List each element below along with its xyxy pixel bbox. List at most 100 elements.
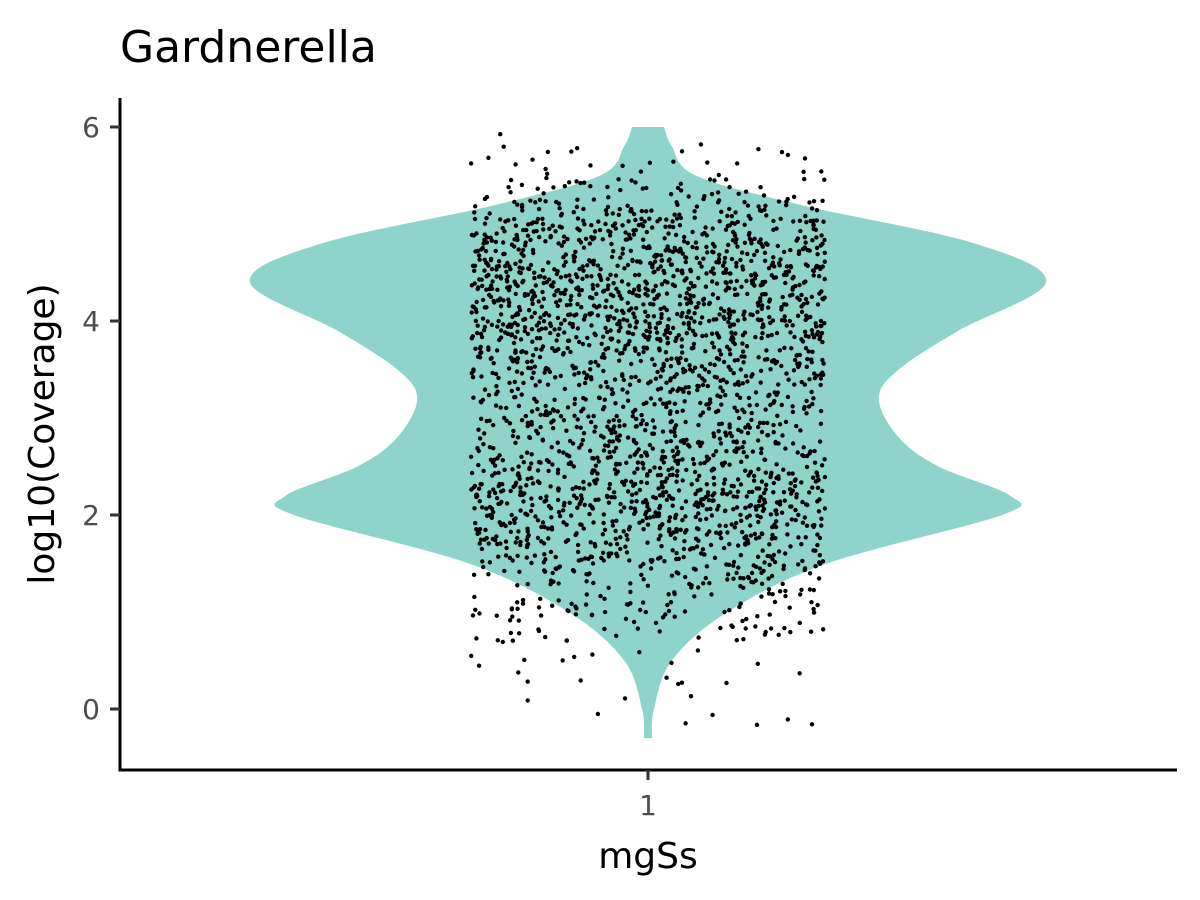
data-point — [561, 508, 566, 513]
data-point — [669, 356, 674, 361]
data-point — [803, 279, 808, 284]
data-point — [745, 422, 751, 427]
data-point — [536, 299, 541, 304]
data-point — [494, 391, 499, 397]
data-point — [531, 290, 536, 295]
data-point — [622, 266, 627, 271]
data-point — [588, 163, 593, 168]
data-point — [706, 318, 712, 324]
data-point — [626, 219, 631, 224]
data-point — [617, 207, 622, 212]
data-point — [602, 596, 607, 601]
data-point — [548, 233, 553, 239]
data-point — [735, 489, 741, 494]
data-point — [749, 258, 754, 264]
data-point — [486, 572, 491, 577]
data-point — [567, 438, 573, 444]
data-point — [701, 552, 707, 557]
data-point — [656, 486, 661, 491]
data-point — [806, 349, 811, 354]
data-point — [714, 317, 719, 322]
data-point — [720, 263, 726, 268]
data-point — [620, 251, 625, 256]
data-point — [609, 495, 614, 500]
data-point — [817, 535, 823, 541]
data-point — [784, 199, 789, 204]
data-point — [645, 473, 650, 478]
data-point — [590, 295, 595, 301]
data-point — [731, 576, 736, 581]
data-point — [478, 416, 484, 421]
data-point — [632, 315, 637, 320]
data-point — [744, 344, 750, 349]
data-point — [645, 540, 650, 545]
data-point — [509, 388, 514, 394]
data-point — [608, 314, 613, 319]
data-point — [657, 629, 662, 634]
data-point — [568, 297, 573, 303]
data-point — [817, 439, 823, 444]
data-point — [532, 293, 538, 299]
data-point — [745, 251, 750, 257]
data-point — [672, 591, 677, 597]
data-point — [692, 469, 698, 475]
data-point — [472, 268, 477, 273]
data-point — [621, 317, 626, 322]
data-point — [509, 512, 514, 518]
data-point — [495, 541, 500, 547]
data-point — [731, 559, 737, 565]
data-point — [496, 554, 501, 559]
data-point — [779, 318, 785, 323]
data-point — [650, 289, 656, 294]
data-point — [732, 233, 738, 238]
data-point — [735, 161, 740, 166]
data-point — [687, 326, 692, 331]
data-point — [492, 300, 497, 305]
data-point — [652, 296, 657, 302]
data-point — [652, 465, 657, 470]
data-point — [529, 419, 534, 425]
data-point — [487, 560, 493, 565]
data-point — [811, 226, 816, 232]
data-point — [620, 387, 625, 392]
data-point — [716, 256, 722, 262]
data-point — [568, 312, 573, 317]
data-point — [743, 425, 748, 430]
data-point — [591, 258, 596, 263]
data-point — [507, 284, 513, 289]
data-point — [607, 482, 613, 487]
data-point — [557, 206, 562, 211]
data-point — [577, 339, 582, 345]
data-point — [715, 393, 720, 398]
data-point — [613, 273, 619, 278]
data-point — [739, 459, 744, 464]
data-point — [555, 303, 560, 309]
data-point — [793, 477, 798, 482]
data-point — [659, 282, 665, 287]
data-point — [610, 439, 616, 444]
data-point — [542, 412, 547, 417]
data-point — [722, 477, 728, 482]
data-point — [763, 487, 768, 492]
data-point — [729, 322, 735, 327]
data-point — [644, 422, 649, 427]
data-point — [504, 418, 509, 423]
data-point — [805, 300, 810, 305]
data-point — [777, 422, 783, 427]
data-point — [468, 454, 474, 459]
data-point — [603, 221, 608, 227]
data-point — [716, 503, 721, 509]
data-point — [567, 180, 572, 185]
data-point — [494, 613, 499, 618]
data-point — [809, 294, 814, 299]
data-point — [685, 442, 691, 448]
data-point — [820, 296, 825, 301]
data-point — [763, 470, 768, 475]
data-point — [692, 365, 698, 370]
data-point — [779, 149, 785, 155]
data-point — [721, 359, 727, 365]
data-point — [589, 323, 594, 328]
data-point — [568, 278, 573, 283]
data-point — [749, 417, 754, 423]
data-point — [671, 274, 676, 279]
